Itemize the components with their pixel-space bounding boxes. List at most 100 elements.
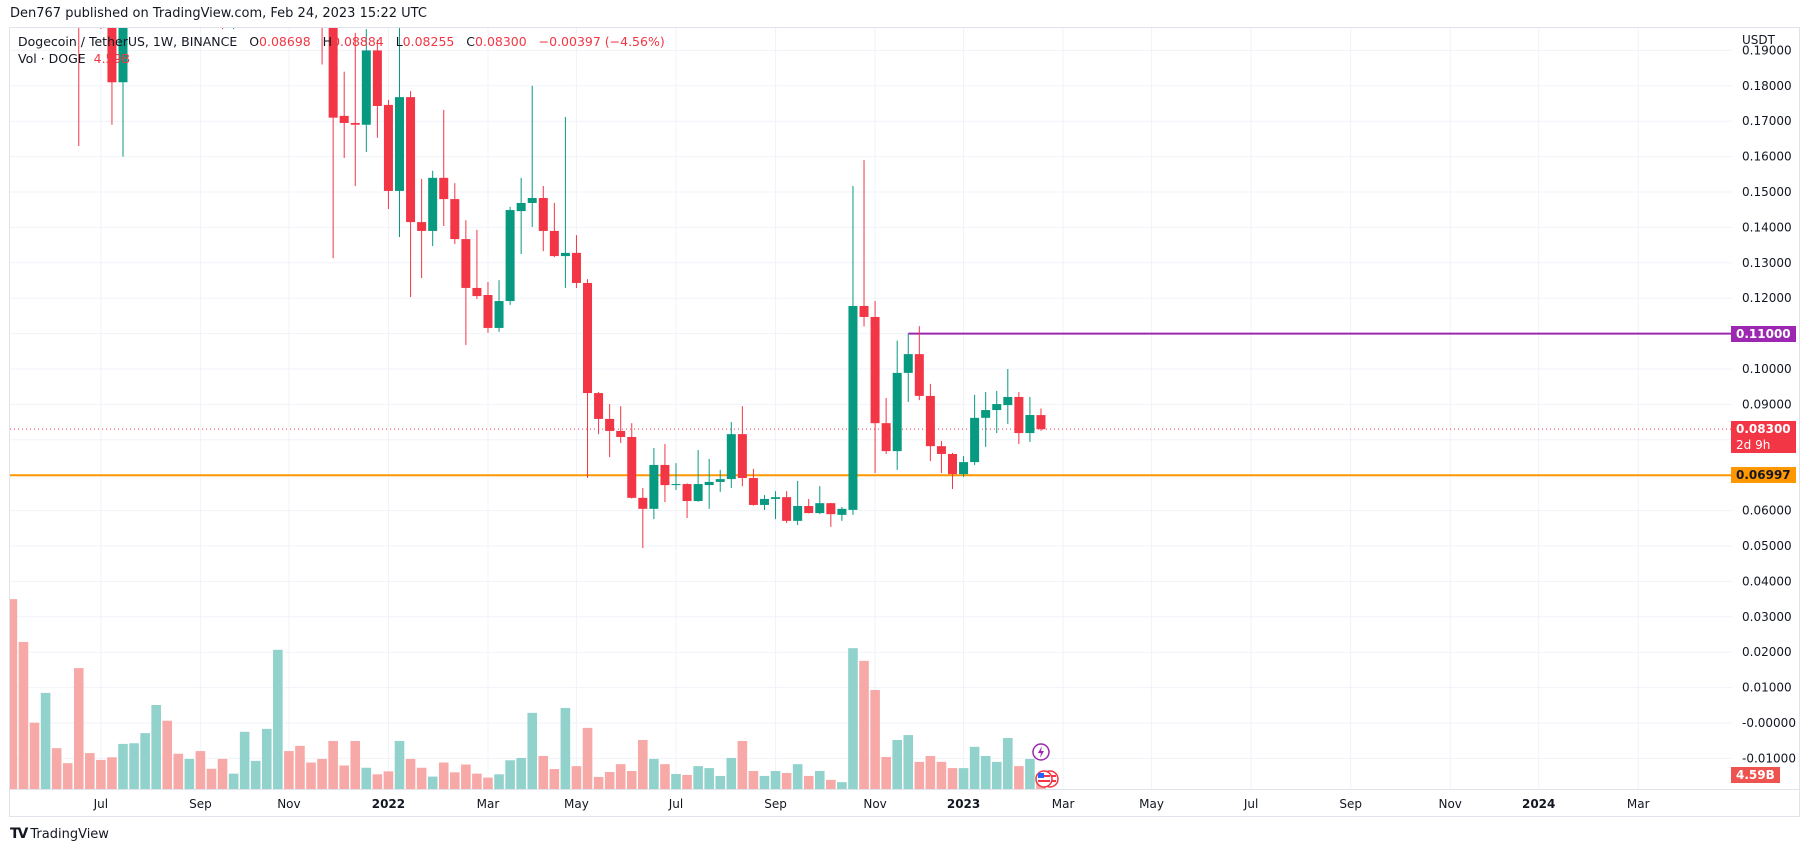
volume-label[interactable]: Vol · DOGE [18, 51, 86, 66]
time-tick-label: Jul [1243, 797, 1258, 811]
candle [472, 229, 482, 299]
candle [1036, 408, 1046, 431]
close-label: C [466, 34, 476, 49]
volume-bar [803, 775, 814, 789]
price-tick-label: 0.19000 [1742, 43, 1792, 57]
candle-body [848, 305, 858, 510]
time-tick-label: May [1139, 797, 1164, 811]
last-price-value: 0.08300 [1736, 422, 1791, 437]
candle-body [881, 423, 891, 452]
candle-body [372, 50, 382, 106]
candle [948, 452, 957, 490]
candle [892, 340, 902, 470]
horizontal-lines[interactable] [10, 332, 1732, 477]
candle-body [594, 393, 604, 419]
candle [970, 394, 980, 465]
symbol-title[interactable]: Dogecoin / TetherUS, 1W, BINANCE [18, 34, 238, 49]
volume-bar [151, 705, 161, 789]
volume-bar [85, 753, 95, 789]
volume-bar [394, 740, 405, 789]
candle [328, 28, 338, 259]
event-icons[interactable] [1032, 743, 1059, 788]
price-tick-label: 0.17000 [1742, 114, 1792, 128]
footer-brand[interactable]: TV TradingView [10, 826, 109, 842]
candle-body [350, 122, 360, 125]
candle [350, 32, 360, 186]
volume-bar [704, 768, 714, 789]
candle-body [793, 505, 803, 521]
volume-bar [383, 771, 394, 789]
price-tick-label: 0.04000 [1742, 574, 1792, 588]
volume-bar [914, 761, 925, 789]
time-tick-label: Mar [1052, 797, 1075, 811]
volume-bar [450, 772, 460, 789]
candle [992, 390, 1002, 434]
volume-bar [582, 727, 593, 789]
us-flag-icon[interactable] [1035, 770, 1059, 788]
volume-bar [10, 599, 18, 789]
volume-bar [638, 739, 648, 789]
lightning-circle-icon[interactable] [1032, 743, 1050, 761]
low-value: 0.08255 [402, 34, 455, 49]
candle [771, 491, 781, 520]
candle [627, 423, 637, 499]
candle-body [383, 104, 393, 191]
plot-area[interactable] [8, 0, 1732, 789]
volume-bar [870, 689, 880, 789]
volume-bar [892, 739, 902, 789]
volume-bar [991, 761, 1002, 789]
candle-body [903, 354, 913, 373]
candle [461, 220, 471, 345]
candle-body [715, 479, 725, 482]
last-price-label: 0.08300 2d 9h [1731, 421, 1796, 454]
volume-bar [173, 753, 184, 789]
candle-body [837, 508, 847, 515]
candle-body [461, 239, 471, 288]
candle-body [638, 497, 648, 509]
candle-body [361, 50, 371, 125]
volume-bar [538, 755, 549, 789]
time-axis[interactable]: Jul Sep Nov 2022 Mar May Jul Sep Nov 2023 Mar May Ju… [93, 797, 1650, 811]
price-tick-label: 0.05000 [1742, 539, 1792, 553]
candle [395, 28, 404, 237]
volume-bar [671, 773, 681, 789]
volume-bar [571, 766, 582, 789]
candle [439, 109, 449, 226]
candle-body [1003, 396, 1013, 406]
volume-bar [273, 649, 283, 789]
candle-body [505, 210, 515, 302]
candle-body [782, 497, 792, 521]
candle [1003, 369, 1013, 424]
candle-body [936, 446, 946, 454]
published-caption: Den767 published on TradingView.com, Feb… [10, 6, 427, 21]
candle [107, 28, 117, 125]
candle-body [959, 462, 969, 475]
volume-bar [516, 757, 526, 789]
volume-bar [682, 774, 692, 789]
volume-bar [859, 660, 869, 789]
candle [428, 170, 438, 247]
candle [925, 383, 935, 462]
volume-bar [228, 773, 239, 789]
volume-bar [339, 765, 349, 789]
volume-bar [826, 779, 836, 789]
candle-body [616, 430, 626, 437]
candle [859, 160, 869, 327]
volume-bar [107, 757, 117, 789]
candle-body [914, 354, 924, 396]
price-axis[interactable]: 0.19000 0.18000 0.17000 0.16000 0.15000 0.140… [1742, 43, 1796, 765]
candle [483, 281, 493, 333]
price-tick-label: 0.01000 [1742, 681, 1792, 695]
volume-bar [494, 774, 504, 789]
price-tick-label: 0.14000 [1742, 220, 1792, 234]
volume-bar [372, 774, 383, 789]
price-tick-label: -0.00000 [1742, 716, 1796, 730]
candle [804, 498, 814, 514]
candle [594, 392, 604, 435]
candle-body [870, 316, 880, 424]
flag-canton [1037, 773, 1044, 778]
candle-body [671, 484, 681, 486]
candle-body [527, 198, 537, 203]
volume-bar [980, 755, 991, 789]
